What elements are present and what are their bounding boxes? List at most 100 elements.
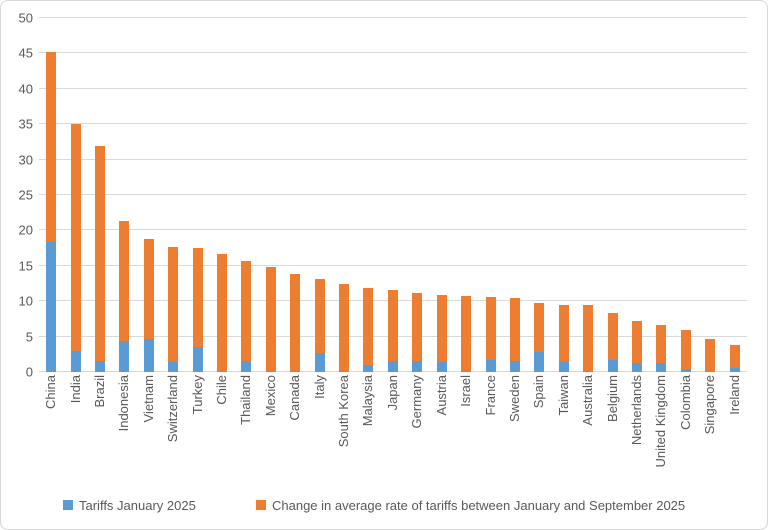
bar-column-brazil xyxy=(88,18,112,372)
gridline xyxy=(39,52,747,54)
x-category-label-text: Netherlands xyxy=(628,375,644,446)
legend-label: Change in average rate of tariffs betwee… xyxy=(272,497,686,513)
x-category-label-mexico: Mexico xyxy=(259,375,283,485)
x-category-label-chile: Chile xyxy=(210,375,234,485)
bar-segment-january xyxy=(363,364,374,372)
x-category-label-text: Colombia xyxy=(677,375,693,430)
bar-column-israel xyxy=(454,18,478,372)
bar-column-japan xyxy=(381,18,405,372)
x-category-label-text: Turkey xyxy=(189,375,205,415)
bar-stack xyxy=(729,345,740,372)
bar-segment-january xyxy=(339,371,350,372)
x-category-label-france: France xyxy=(478,375,502,485)
y-tick-label: 15 xyxy=(18,258,33,274)
bar-column-chile xyxy=(210,18,234,372)
y-tick-label: 20 xyxy=(18,222,33,238)
x-category-label-canada: Canada xyxy=(283,375,307,485)
x-category-label-text: Vietnam xyxy=(140,375,156,423)
bar-column-germany xyxy=(405,18,429,372)
y-tick-label: 0 xyxy=(25,364,33,380)
y-tick-label: 40 xyxy=(18,81,33,97)
bar-column-singapore xyxy=(698,18,722,372)
bar-segment-change xyxy=(509,298,520,362)
x-category-label-israel: Israel xyxy=(454,375,478,485)
x-category-label-india: India xyxy=(63,375,87,485)
bar-stack xyxy=(680,329,691,372)
bar-segment-change xyxy=(119,220,130,341)
bar-column-canada xyxy=(283,18,307,372)
legend-swatch-blue-icon xyxy=(63,500,73,510)
x-category-label-switzerland: Switzerland xyxy=(161,375,185,485)
x-category-label-belgium: Belgium xyxy=(600,375,624,485)
bar-column-belgium xyxy=(600,18,624,372)
x-category-label-united-kingdom: United Kingdom xyxy=(649,375,673,485)
bar-column-netherlands xyxy=(625,18,649,372)
x-category-label-malaysia: Malaysia xyxy=(356,375,380,485)
bar-column-malaysia xyxy=(356,18,380,372)
bar-segment-january xyxy=(168,362,179,372)
bar-segment-change xyxy=(290,274,301,372)
bar-stack xyxy=(387,289,398,372)
bar-segment-change xyxy=(656,324,667,363)
x-category-label-text: South Korea xyxy=(336,375,352,448)
bar-stack xyxy=(70,123,81,372)
bar-segment-change xyxy=(631,321,642,363)
x-category-label-text: Israel xyxy=(458,375,474,407)
bar-stack xyxy=(265,266,276,372)
x-category-label-brazil: Brazil xyxy=(88,375,112,485)
bar-stack xyxy=(143,238,154,372)
x-category-label-text: Switzerland xyxy=(165,375,181,443)
bar-segment-january xyxy=(314,352,325,372)
y-axis-tick-labels: 0 5 10 15 20 25 30 35 40 45 50 xyxy=(1,1,33,529)
gridline xyxy=(39,229,747,231)
x-category-label-indonesia: Indonesia xyxy=(112,375,136,485)
legend-item-tariff-change: Change in average rate of tariffs betwee… xyxy=(256,495,685,515)
x-category-label-text: Germany xyxy=(409,375,425,429)
x-category-label-netherlands: Netherlands xyxy=(625,375,649,485)
x-category-label-text: Australia xyxy=(580,375,596,426)
y-tick-label: 5 xyxy=(25,329,33,345)
bar-stack xyxy=(534,303,545,372)
y-tick-label: 25 xyxy=(18,187,33,203)
bar-column-india xyxy=(63,18,87,372)
x-category-label-sweden: Sweden xyxy=(503,375,527,485)
bar-segment-change xyxy=(534,303,545,353)
bar-stack xyxy=(485,296,496,372)
x-category-label-turkey: Turkey xyxy=(185,375,209,485)
bar-segment-change xyxy=(461,295,472,372)
bar-segment-change xyxy=(705,339,716,372)
x-category-label-text: Italy xyxy=(311,375,327,399)
bar-segment-january xyxy=(119,340,130,372)
bar-segment-january xyxy=(461,371,472,372)
bar-stack xyxy=(290,274,301,372)
legend-swatch-orange-icon xyxy=(256,500,266,510)
bar-column-mexico xyxy=(259,18,283,372)
x-category-label-italy: Italy xyxy=(307,375,331,485)
bar-column-spain xyxy=(527,18,551,372)
x-category-label-text: India xyxy=(67,375,83,404)
x-category-label-text: Malaysia xyxy=(360,375,376,427)
bar-segment-january xyxy=(485,359,496,372)
bar-column-france xyxy=(478,18,502,372)
bar-column-taiwan xyxy=(552,18,576,372)
bar-segment-january xyxy=(217,371,228,372)
bar-stack xyxy=(436,294,447,372)
bar-segment-change xyxy=(168,246,179,363)
bar-segment-january xyxy=(46,242,57,372)
y-tick-label: 10 xyxy=(18,293,33,309)
bar-column-colombia xyxy=(674,18,698,372)
x-category-label-text: Spain xyxy=(531,375,547,409)
bar-segment-change xyxy=(729,345,740,369)
bar-segment-january xyxy=(290,371,301,372)
bar-stack xyxy=(119,220,130,372)
bar-segment-change xyxy=(46,52,57,243)
bar-column-australia xyxy=(576,18,600,372)
bar-series xyxy=(39,18,747,372)
bar-segment-change xyxy=(143,238,154,340)
bar-segment-january xyxy=(412,360,423,372)
bar-stack xyxy=(558,304,569,372)
y-tick-label: 30 xyxy=(18,152,33,168)
bar-segment-change xyxy=(70,123,81,351)
legend: Tariffs January 2025 Change in average r… xyxy=(1,495,767,515)
